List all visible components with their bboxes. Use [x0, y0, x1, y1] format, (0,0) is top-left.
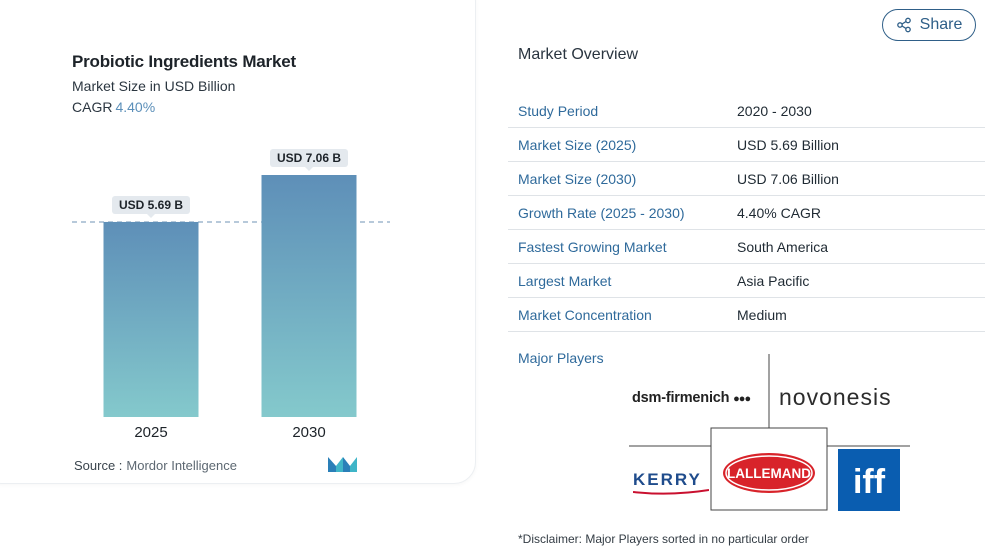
iff-text: iff — [853, 463, 886, 501]
overview-row: Market Concentration Medium — [508, 298, 985, 332]
data-label-box — [270, 149, 348, 167]
overview-row-label: Market Concentration — [518, 307, 652, 323]
dsm-dots-icon: ●●● — [733, 393, 751, 405]
overview-row: Study Period 2020 - 2030 — [508, 94, 985, 128]
mordor-intelligence-logo — [328, 457, 357, 472]
overview-row-label: Market Size (2025) — [518, 137, 637, 153]
bar-chart: USD 5.69 B 2025 USD 7.06 B 2030 — [72, 149, 390, 441]
dsm-firmenich-text: dsm-firmenich — [632, 390, 730, 406]
overview-row-value: 2020 - 2030 — [737, 103, 812, 119]
overview-row: Market Size (2030) USD 7.06 Billion — [508, 162, 985, 196]
chart-card — [0, 0, 476, 484]
share-icon — [896, 17, 911, 33]
overview-row-value: USD 7.06 Billion — [737, 171, 839, 187]
chart-subtitle: Market Size in USD Billion — [72, 78, 236, 94]
overview-heading: Market Overview — [518, 46, 639, 63]
overview-row-value: Medium — [737, 307, 787, 323]
overview-row: Market Size (2025) USD 5.69 Billion — [508, 128, 985, 162]
overview-row-label: Market Size (2030) — [518, 171, 637, 187]
x-tick-label: 2030 — [292, 424, 325, 441]
overview-row-label: Fastest Growing Market — [518, 239, 667, 255]
chart-cagr: CAGR 4.40% — [72, 99, 155, 115]
overview-row-label: Growth Rate (2025 - 2030) — [518, 205, 685, 221]
overview-row-value: Asia Pacific — [737, 273, 810, 289]
chart-source: Source : Mordor Intelligence — [74, 458, 237, 473]
overview-row-value: USD 5.69 Billion — [737, 137, 839, 153]
source-label: Source : — [74, 458, 123, 473]
source-value: Mordor Intelligence — [126, 458, 237, 473]
data-label-pointer — [147, 213, 155, 218]
overview-row-value: South America — [737, 239, 829, 255]
share-label: Share — [919, 16, 963, 33]
cagr-value: 4.40% — [115, 99, 156, 115]
lallemand-text: LALLEMAND — [727, 466, 811, 481]
data-label-box — [112, 195, 190, 214]
overview-row: Largest Market Asia Pacific — [508, 264, 985, 298]
dsm-firmenich-logo: dsm-firmenich ●●● — [632, 390, 751, 406]
data-label-pointer — [305, 167, 313, 171]
overview-row: Fastest Growing Market South America — [508, 230, 985, 264]
overview-row-label: Study Period — [518, 103, 599, 119]
share-button[interactable]: Share — [882, 9, 976, 41]
overview-row-value: 4.40% CAGR — [737, 205, 822, 221]
data-label: USD 5.69 B — [119, 198, 183, 212]
kerry-logo: KERRY — [633, 470, 709, 495]
chart-title: Probiotic Ingredients Market — [72, 52, 296, 71]
overview-table: Study Period 2020 - 2030 Market Size (202… — [508, 94, 985, 332]
bar-2030 — [261, 175, 357, 417]
kerry-swoosh-icon — [633, 489, 709, 495]
lallemand-logo: LALLEMAND — [723, 453, 815, 493]
cagr-label: CAGR — [72, 99, 113, 115]
disclaimer: *Disclaimer: Major Players sorted in no … — [518, 532, 809, 546]
major-players-label: Major Players — [518, 350, 604, 366]
iff-logo: iff — [838, 449, 900, 511]
kerry-text: KERRY — [633, 470, 702, 489]
data-label: USD 7.06 B — [277, 151, 341, 165]
bar-2025 — [103, 221, 199, 417]
overview-row: Growth Rate (2025 - 2030) 4.40% CAGR — [508, 196, 985, 230]
novonesis-logo: novonesis — [779, 384, 892, 410]
overview-row-label: Largest Market — [518, 273, 612, 289]
x-tick-label: 2025 — [134, 424, 167, 441]
